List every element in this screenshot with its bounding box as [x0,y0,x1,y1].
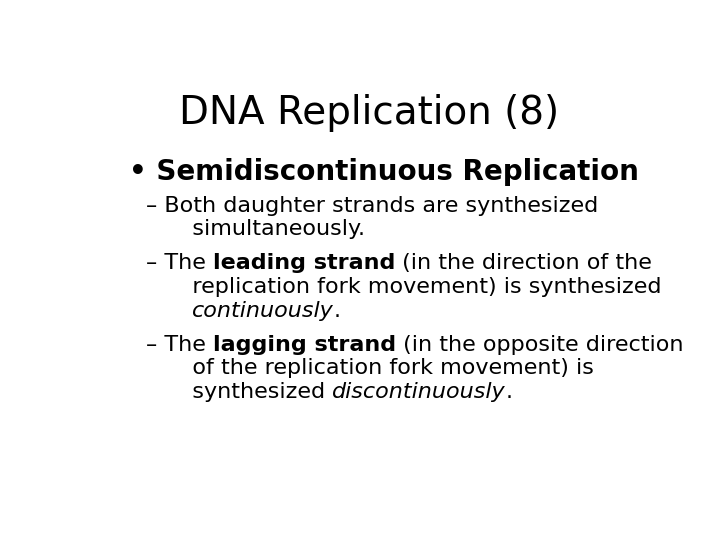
Text: simultaneously.: simultaneously. [171,219,365,239]
Text: DNA Replication (8): DNA Replication (8) [179,94,559,132]
Text: (in the direction of the: (in the direction of the [395,253,652,273]
Text: leading strand: leading strand [213,253,395,273]
Text: – Both daughter strands are synthesized: – Both daughter strands are synthesized [145,196,598,216]
Text: .: . [334,301,341,321]
Text: (in the opposite direction: (in the opposite direction [396,335,683,355]
Text: continuously: continuously [192,301,334,321]
Text: synthesized: synthesized [171,382,332,402]
Text: – The: – The [145,253,213,273]
Text: discontinuously: discontinuously [332,382,505,402]
Text: .: . [505,382,513,402]
Text: • Semidiscontinuous Replication: • Semidiscontinuous Replication [129,158,639,186]
Text: lagging strand: lagging strand [213,335,396,355]
Text: replication fork movement) is synthesized: replication fork movement) is synthesize… [171,277,662,297]
Text: – The: – The [145,335,213,355]
Text: of the replication fork movement) is: of the replication fork movement) is [171,358,594,378]
